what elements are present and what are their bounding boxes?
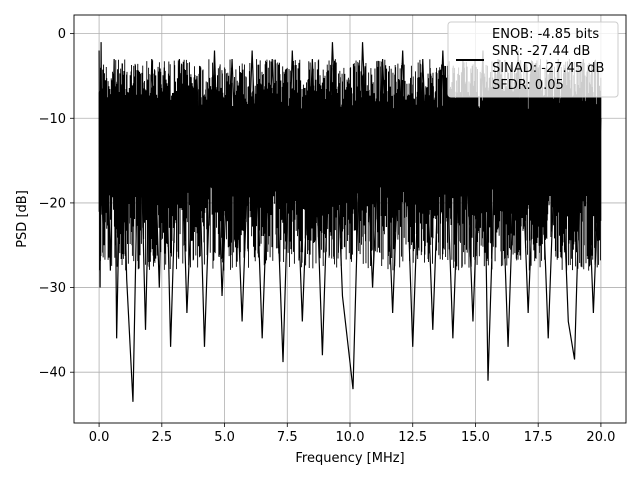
psd-series-line <box>98 42 602 402</box>
legend-entry-sinad: SINAD: -27.45 dB <box>492 61 604 76</box>
legend-entry-sfdr: SFDR: 0.05 <box>492 78 564 93</box>
y-tick-label: −20 <box>39 196 66 211</box>
legend-entry-enob: ENOB: -4.85 bits <box>492 27 599 42</box>
x-tick-label: 17.5 <box>524 430 553 445</box>
y-tick-label: 0 <box>58 27 66 42</box>
x-tick-label: 20.0 <box>586 430 615 445</box>
x-tick-label: 5.0 <box>214 430 235 445</box>
legend: ENOB: -4.85 bits SNR: -27.44 dB SINAD: -… <box>447 21 619 98</box>
x-tick-label: 10.0 <box>336 430 365 445</box>
axis-ticks: 0.0 2.5 5.0 7.5 10.0 12.5 15.0 17.5 20.0 0 −10 −20 −… <box>39 27 616 445</box>
y-axis-label: PSD [dB] <box>15 190 30 248</box>
y-tick-label: −40 <box>39 366 66 381</box>
x-axis-label: Frequency [MHz] <box>295 451 404 466</box>
legend-box <box>447 21 619 98</box>
x-tick-label: 15.0 <box>461 430 490 445</box>
x-tick-label: 12.5 <box>398 430 427 445</box>
series-layer <box>98 42 602 402</box>
y-tick-label: −10 <box>39 112 66 127</box>
x-tick-label: 0.0 <box>89 430 110 445</box>
legend-entry-snr: SNR: -27.44 dB <box>492 44 590 59</box>
x-tick-label: 7.5 <box>277 430 298 445</box>
x-tick-label: 2.5 <box>151 430 172 445</box>
y-tick-label: −30 <box>39 281 66 296</box>
